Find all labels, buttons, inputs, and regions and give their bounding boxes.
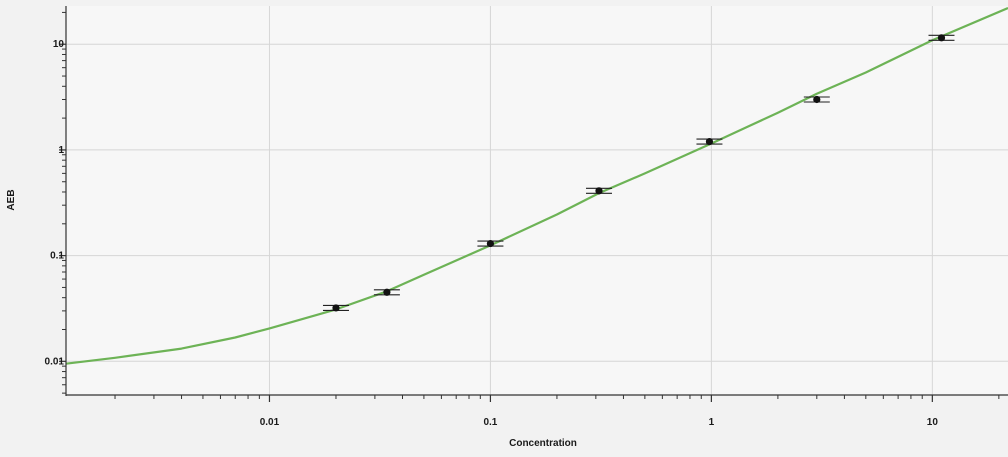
y-tick-label: 0.1 <box>50 251 64 262</box>
x-tick-label: 0.1 <box>483 417 497 428</box>
grid <box>66 6 1008 395</box>
point-marker <box>813 95 821 104</box>
fit-curve <box>65 6 1008 365</box>
x-tick-label: 0.01 <box>260 417 280 428</box>
y-axis-title: AEB <box>6 189 17 210</box>
x-tick-label: 1 <box>709 417 715 428</box>
point-marker <box>486 239 495 248</box>
x-axis-title: Concentration <box>509 438 577 449</box>
point-marker <box>332 304 340 312</box>
y-tick-label: 10 <box>53 39 65 50</box>
data-point-0 <box>322 304 349 312</box>
data-points <box>322 34 955 312</box>
data-point-4 <box>696 137 723 146</box>
data-point-3 <box>585 187 612 195</box>
y-tick-label: 0.01 <box>45 356 65 367</box>
point-marker <box>595 187 603 195</box>
data-point-6 <box>928 34 955 42</box>
plot-area <box>66 6 1008 395</box>
point-marker <box>705 137 714 146</box>
point-marker <box>383 288 391 296</box>
data-point-2 <box>477 239 504 248</box>
x-tick-label: 10 <box>927 417 939 428</box>
y-tick-label: 1 <box>58 145 64 156</box>
fit-curve-layer <box>65 6 1008 365</box>
data-point-1 <box>373 288 400 296</box>
point-marker <box>937 34 946 42</box>
data-point-5 <box>803 95 830 104</box>
axes: 0.01 0.1 1 10 0.01 0.1 1 10 <box>45 6 1008 428</box>
